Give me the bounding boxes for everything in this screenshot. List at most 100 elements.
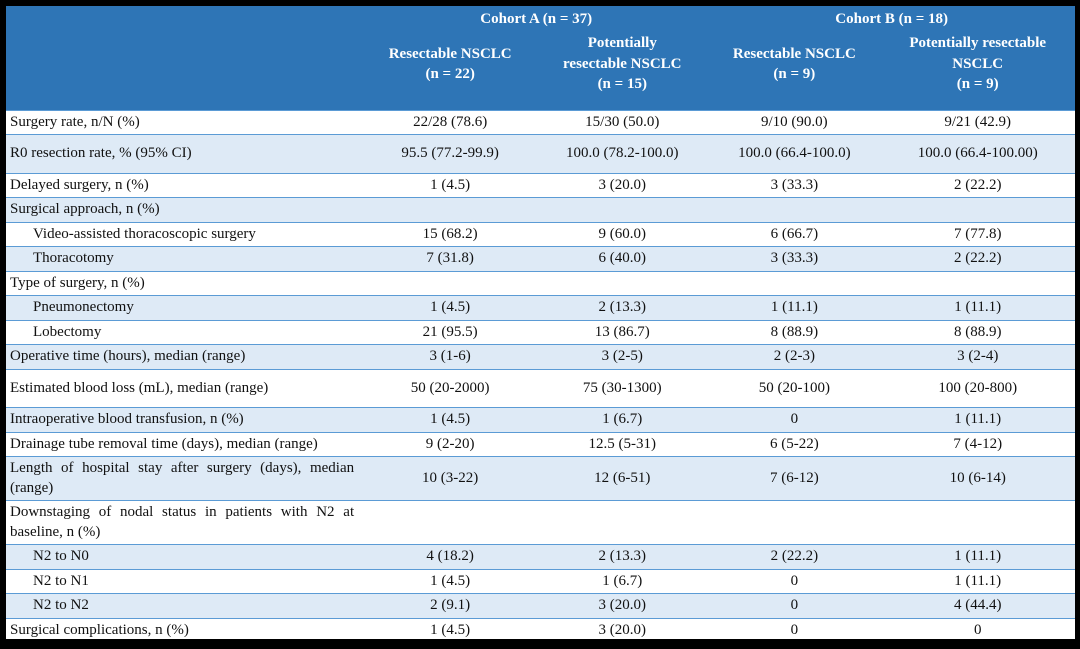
row-value: 0 xyxy=(880,617,1075,642)
row-label: N2 to N2 xyxy=(6,593,365,618)
row-value: 75 (30-1300) xyxy=(536,368,709,408)
row-value: 0 xyxy=(708,568,881,594)
row-label: Length of hospital stay after surgery (d… xyxy=(6,456,365,501)
row-value: 3 (20.0) xyxy=(536,617,709,642)
row-value xyxy=(364,500,537,545)
row-value xyxy=(536,500,709,545)
row-value: 95.5 (77.2-99.9) xyxy=(364,134,537,173)
empty-parameter-header-cell xyxy=(6,30,365,110)
row-value: 9 (60.0) xyxy=(536,221,709,247)
row-value: 2 (13.3) xyxy=(536,295,709,320)
row-value: 1 (11.1) xyxy=(880,407,1075,432)
table-row: Intraoperative blood transfusion, n (%) 1… xyxy=(6,407,1075,432)
row-value: 1 (11.1) xyxy=(708,295,881,320)
row-value xyxy=(536,270,709,296)
row-value: 15/30 (50.0) xyxy=(536,109,709,135)
row-label: Operative time (hours), median (range) xyxy=(6,344,365,369)
table-row: Estimated blood loss (mL), median (range… xyxy=(6,368,1075,408)
row-value xyxy=(880,270,1075,296)
table-row: Surgery rate, n/N (%) 22/28 (78.6) 15/30 (… xyxy=(6,109,1075,135)
row-value xyxy=(880,197,1075,222)
row-label: Type of surgery, n (%) xyxy=(6,270,365,296)
empty-corner-cell xyxy=(6,6,365,30)
col-header-potentially-resectable-a: Potentially resectable NSCLC (n = 15) xyxy=(536,30,709,110)
row-value: 7 (77.8) xyxy=(880,221,1075,247)
row-value: 21 (95.5) xyxy=(364,319,537,345)
row-value: 4 (44.4) xyxy=(880,593,1075,618)
row-value xyxy=(364,270,537,296)
col-header-resectable-a: Resectable NSCLC (n = 22) xyxy=(364,30,537,110)
row-value: 12.5 (5-31) xyxy=(536,431,709,457)
row-value: 1 (6.7) xyxy=(536,568,709,594)
row-value: 2 (22.2) xyxy=(880,172,1075,198)
row-value: 1 (4.5) xyxy=(364,407,537,432)
row-value: 3 (33.3) xyxy=(708,246,881,271)
row-value: 3 (1-6) xyxy=(364,344,537,369)
row-value: 7 (6-12) xyxy=(708,456,881,501)
cohort-a-header: Cohort A (n = 37) xyxy=(364,6,709,30)
row-value: 0 xyxy=(708,593,881,618)
row-value xyxy=(364,197,537,222)
row-value: 10 (6-14) xyxy=(880,456,1075,501)
table-row: Length of hospital stay after surgery (d… xyxy=(6,456,1075,501)
row-value: 2 (9.1) xyxy=(364,593,537,618)
row-value: 15 (68.2) xyxy=(364,221,537,247)
table-row: Surgical approach, n (%) xyxy=(6,197,1075,222)
table-row: Type of surgery, n (%) xyxy=(6,270,1075,296)
table-row: Lobectomy 21 (95.5) 13 (86.7) 8 (88.9) 8 (88… xyxy=(6,319,1075,345)
row-label: N2 to N1 xyxy=(6,568,365,594)
table-header: Cohort A (n = 37) Cohort B (n = 18) Rese… xyxy=(6,6,1075,110)
row-value: 50 (20-100) xyxy=(708,368,881,408)
row-label: R0 resection rate, % (95% CI) xyxy=(6,134,365,173)
col-header-potentially-resectable-b: Potentially resectable NSCLC (n = 9) xyxy=(880,30,1075,110)
row-value: 7 (4-12) xyxy=(880,431,1075,457)
col-header-resectable-b: Resectable NSCLC (n = 9) xyxy=(708,30,881,110)
table-row: Downstaging of nodal status in patients … xyxy=(6,500,1075,545)
row-value: 3 (33.3) xyxy=(708,172,881,198)
row-value: 1 (4.5) xyxy=(364,568,537,594)
row-value xyxy=(536,197,709,222)
row-value: 6 (66.7) xyxy=(708,221,881,247)
row-value: 6 (40.0) xyxy=(536,246,709,271)
row-label: Estimated blood loss (mL), median (range… xyxy=(6,368,365,408)
table-row: Operative time (hours), median (range) 3 … xyxy=(6,344,1075,369)
row-value: 2 (22.2) xyxy=(880,246,1075,271)
row-label: N2 to N0 xyxy=(6,544,365,569)
row-value: 2 (22.2) xyxy=(708,544,881,569)
row-value: 8 (88.9) xyxy=(880,319,1075,345)
row-label: Drainage tube removal time (days), media… xyxy=(6,431,365,457)
cohort-header-row: Cohort A (n = 37) Cohort B (n = 18) xyxy=(6,6,1075,30)
row-label: Downstaging of nodal status in patients … xyxy=(6,500,365,545)
row-label: Intraoperative blood transfusion, n (%) xyxy=(6,407,365,432)
row-label: Delayed surgery, n (%) xyxy=(6,172,365,198)
table-row: Pneumonectomy 1 (4.5) 2 (13.3) 1 (11.1) 1 (1… xyxy=(6,295,1075,320)
row-value: 1 (11.1) xyxy=(880,295,1075,320)
row-value: 1 (4.5) xyxy=(364,295,537,320)
row-value: 3 (2-4) xyxy=(880,344,1075,369)
row-value: 100.0 (78.2-100.0) xyxy=(536,134,709,173)
table-row: Video-assisted thoracoscopic surgery 15 (… xyxy=(6,221,1075,247)
row-value: 50 (20-2000) xyxy=(364,368,537,408)
row-label: Video-assisted thoracoscopic surgery xyxy=(6,221,365,247)
row-label: Surgical approach, n (%) xyxy=(6,197,365,222)
row-value: 1 (6.7) xyxy=(536,407,709,432)
row-value: 1 (11.1) xyxy=(880,544,1075,569)
row-value: 4 (18.2) xyxy=(364,544,537,569)
table-row: Delayed surgery, n (%) 1 (4.5) 3 (20.0) 3 (… xyxy=(6,172,1075,198)
row-value: 100.0 (66.4-100.0) xyxy=(708,134,881,173)
row-value xyxy=(708,270,881,296)
row-value: 10 (3-22) xyxy=(364,456,537,501)
table-row: R0 resection rate, % (95% CI) 95.5 (77.2-… xyxy=(6,134,1075,173)
row-value: 9 (2-20) xyxy=(364,431,537,457)
row-label: Thoracotomy xyxy=(6,246,365,271)
row-value: 6 (5-22) xyxy=(708,431,881,457)
subgroup-header-row: Resectable NSCLC (n = 22) Potentially re… xyxy=(6,30,1075,110)
row-label: Surgical complications, n (%) xyxy=(6,617,365,642)
row-value xyxy=(880,500,1075,545)
row-value: 12 (6-51) xyxy=(536,456,709,501)
row-value: 100.0 (66.4-100.00) xyxy=(880,134,1075,173)
row-label: Pneumonectomy xyxy=(6,295,365,320)
table-body: Surgery rate, n/N (%) 22/28 (78.6) 15/30 (… xyxy=(6,109,1075,642)
row-value: 9/10 (90.0) xyxy=(708,109,881,135)
